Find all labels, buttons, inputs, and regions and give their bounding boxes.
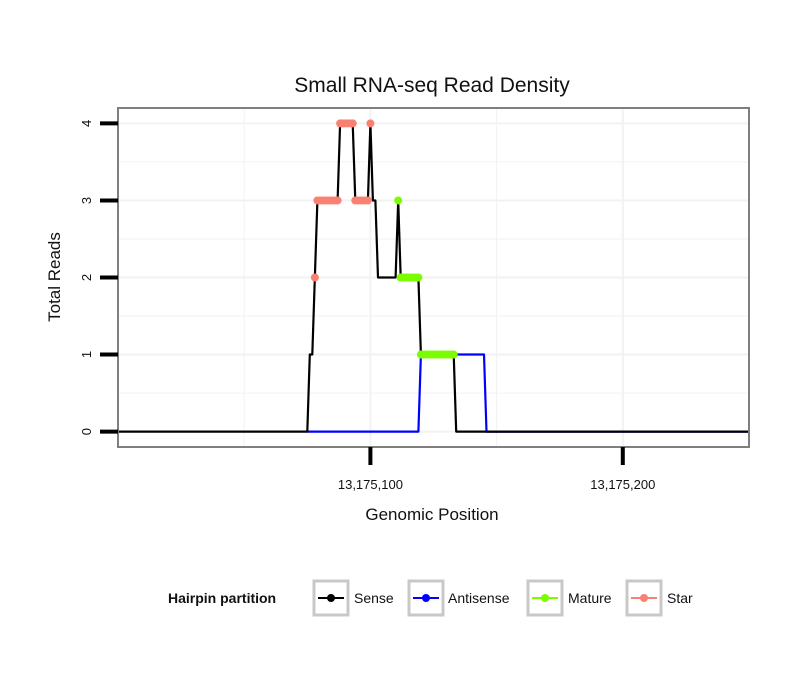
- x-axis-title: Genomic Position: [365, 505, 498, 524]
- legend-label: Sense: [354, 590, 394, 606]
- y-tick-label: 4: [79, 120, 94, 127]
- legend-key-point: [422, 594, 430, 602]
- series-mature: [394, 196, 458, 359]
- star-point: [348, 119, 357, 128]
- axes: 0 1 2 3 4 13,175,100 13,175,200: [79, 120, 655, 492]
- legend-item-sense: Sense: [312, 579, 394, 617]
- legend-label: Star: [667, 590, 693, 606]
- legend-key-point: [640, 594, 648, 602]
- x-tick-label: 13,175,200: [590, 477, 655, 492]
- mature-point: [414, 273, 423, 282]
- legend: Hairpin partition Sense Antisense Mature Sta…: [168, 579, 693, 617]
- series-star: [310, 119, 375, 282]
- legend-title: Hairpin partition: [168, 590, 276, 606]
- star-point: [366, 119, 375, 128]
- y-axis-title: Total Reads: [45, 232, 64, 322]
- star-point: [363, 196, 372, 205]
- legend-key-point: [327, 594, 335, 602]
- legend-label: Mature: [568, 590, 612, 606]
- legend-key-point: [541, 594, 549, 602]
- series-layer: [118, 119, 749, 433]
- legend-item-mature: Mature: [526, 579, 612, 617]
- x-tick-label: 13,175,100: [338, 477, 403, 492]
- star-point: [310, 273, 319, 282]
- mature-point: [449, 350, 458, 359]
- star-point: [333, 196, 342, 205]
- y-tick-label: 2: [79, 274, 94, 281]
- legend-label: Antisense: [448, 590, 510, 606]
- grid-lines: [117, 108, 750, 447]
- legend-item-antisense: Antisense: [407, 579, 510, 617]
- y-tick-label: 3: [79, 197, 94, 204]
- y-tick-label: 1: [79, 351, 94, 358]
- y-tick-label: 0: [79, 428, 94, 435]
- mature-point: [394, 196, 403, 205]
- chart-title: Small RNA-seq Read Density: [294, 74, 570, 97]
- legend-item-star: Star: [625, 579, 693, 617]
